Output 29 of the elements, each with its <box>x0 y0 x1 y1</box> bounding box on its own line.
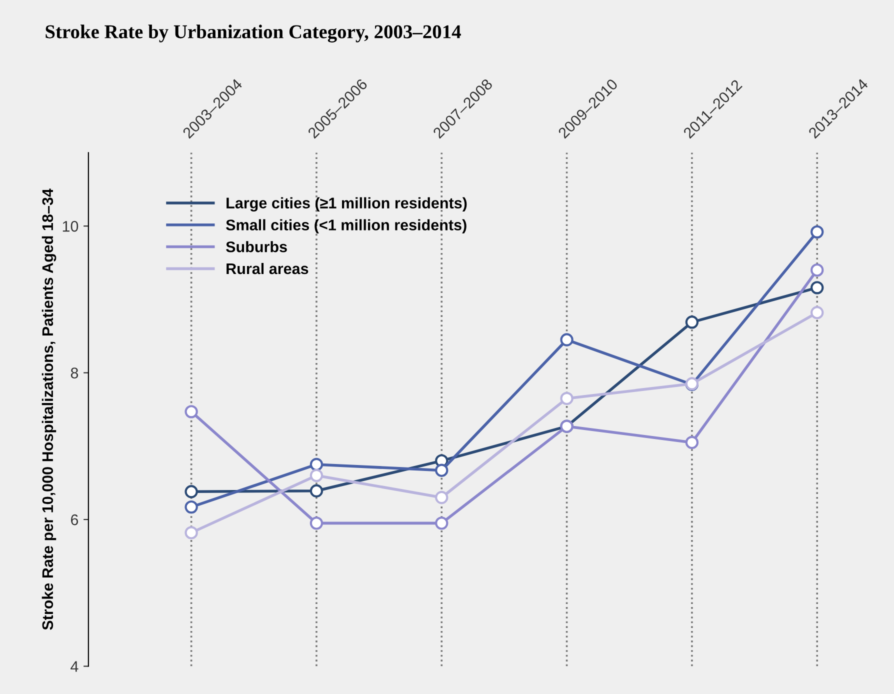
point <box>685 436 699 450</box>
point <box>310 458 324 472</box>
point <box>560 333 574 346</box>
point <box>184 500 198 514</box>
y-tick-label: 8 <box>70 368 78 378</box>
legend-label: Rural areas <box>226 262 308 274</box>
point <box>435 490 448 504</box>
point <box>435 516 448 530</box>
y-tick-label: 10 <box>62 220 78 232</box>
y-axis-title: Stroke Rate per 10,000 Hospitalizations, Patients Aged 18–34 <box>42 188 56 630</box>
chart-title: Stroke Rate by Urbanization Category, 2003–2014 <box>46 24 461 42</box>
y-tick-label: 4 <box>70 661 78 672</box>
point <box>810 306 824 320</box>
legend-label: Suburbs <box>226 241 287 252</box>
point <box>184 485 198 498</box>
point <box>310 484 324 498</box>
point <box>810 225 824 239</box>
point <box>184 405 198 418</box>
point <box>560 392 574 406</box>
point <box>310 468 324 482</box>
point <box>310 516 324 530</box>
point <box>810 263 824 277</box>
legend-label: Large cities (≥1 million residents) <box>226 197 467 212</box>
point <box>435 464 448 477</box>
point <box>184 526 198 540</box>
point <box>685 316 699 329</box>
y-tick-label: 6 <box>71 514 78 526</box>
point <box>810 281 824 294</box>
legend-label: Small cities (<1 million residents) <box>226 219 466 234</box>
